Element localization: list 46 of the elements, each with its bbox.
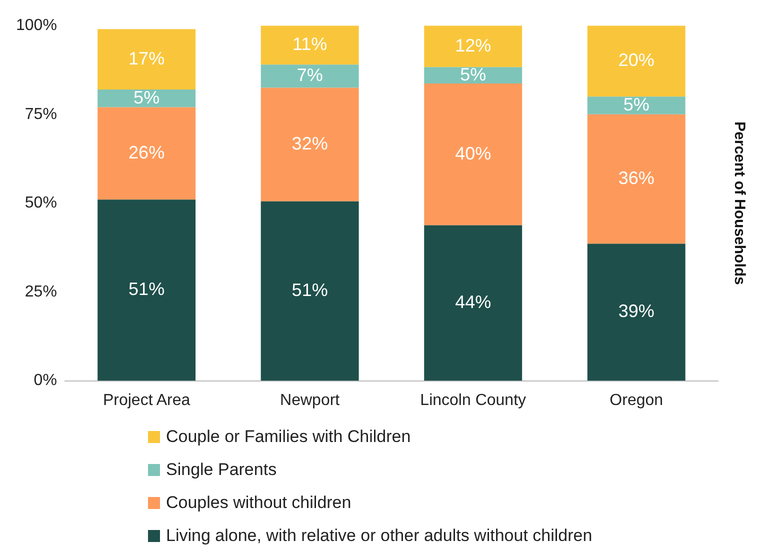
data-label: 39%	[618, 301, 654, 322]
x-tick-label: Oregon	[610, 392, 664, 409]
bar	[98, 107, 196, 200]
bar	[98, 90, 196, 108]
data-label: 5%	[460, 64, 486, 84]
legend-label: Single Parents	[166, 460, 277, 480]
data-label: 44%	[455, 292, 492, 312]
bar	[424, 67, 522, 84]
bar	[260, 64, 359, 88]
data-label: 26%	[128, 142, 165, 162]
bar	[587, 244, 686, 381]
data-label: 12%	[455, 35, 492, 56]
y-tick-label: 100%	[16, 17, 57, 34]
data-label: 5%	[623, 94, 650, 114]
y-tick-label: 50%	[24, 194, 57, 212]
legend-label: Couple or Families with Children	[166, 426, 411, 446]
x-tick-label: Project Area	[102, 392, 190, 409]
data-label: 5%	[134, 87, 160, 108]
bar	[98, 29, 196, 90]
bar	[260, 26, 359, 65]
data-label: 20%	[618, 50, 654, 70]
legend-label: Living alone, with relative or other adults without children	[166, 526, 592, 546]
data-label: 32%	[292, 134, 328, 154]
bar	[260, 201, 359, 381]
data-label: 51%	[292, 280, 328, 300]
bar	[587, 96, 686, 114]
y-axis-title: Percent of Households	[730, 122, 748, 285]
bar	[424, 225, 522, 381]
bar	[424, 84, 522, 226]
bar	[424, 26, 522, 68]
data-label: 51%	[128, 279, 165, 300]
legend-label: Couples without children	[166, 492, 352, 512]
bar	[260, 88, 359, 202]
y-tick-label: 25%	[24, 283, 57, 300]
data-label: 7%	[296, 65, 323, 86]
data-label: 40%	[455, 143, 492, 164]
x-tick-label: Lincoln County	[420, 392, 526, 409]
data-label: 11%	[292, 34, 328, 54]
data-label: 17%	[128, 48, 165, 68]
bar	[587, 26, 686, 97]
y-tick-label: 75%	[24, 106, 57, 123]
data-label: 36%	[618, 168, 654, 188]
y-tick-label: 0%	[34, 372, 57, 390]
bar	[587, 114, 686, 244]
bar	[98, 200, 196, 381]
x-tick-label: Newport	[280, 392, 340, 409]
